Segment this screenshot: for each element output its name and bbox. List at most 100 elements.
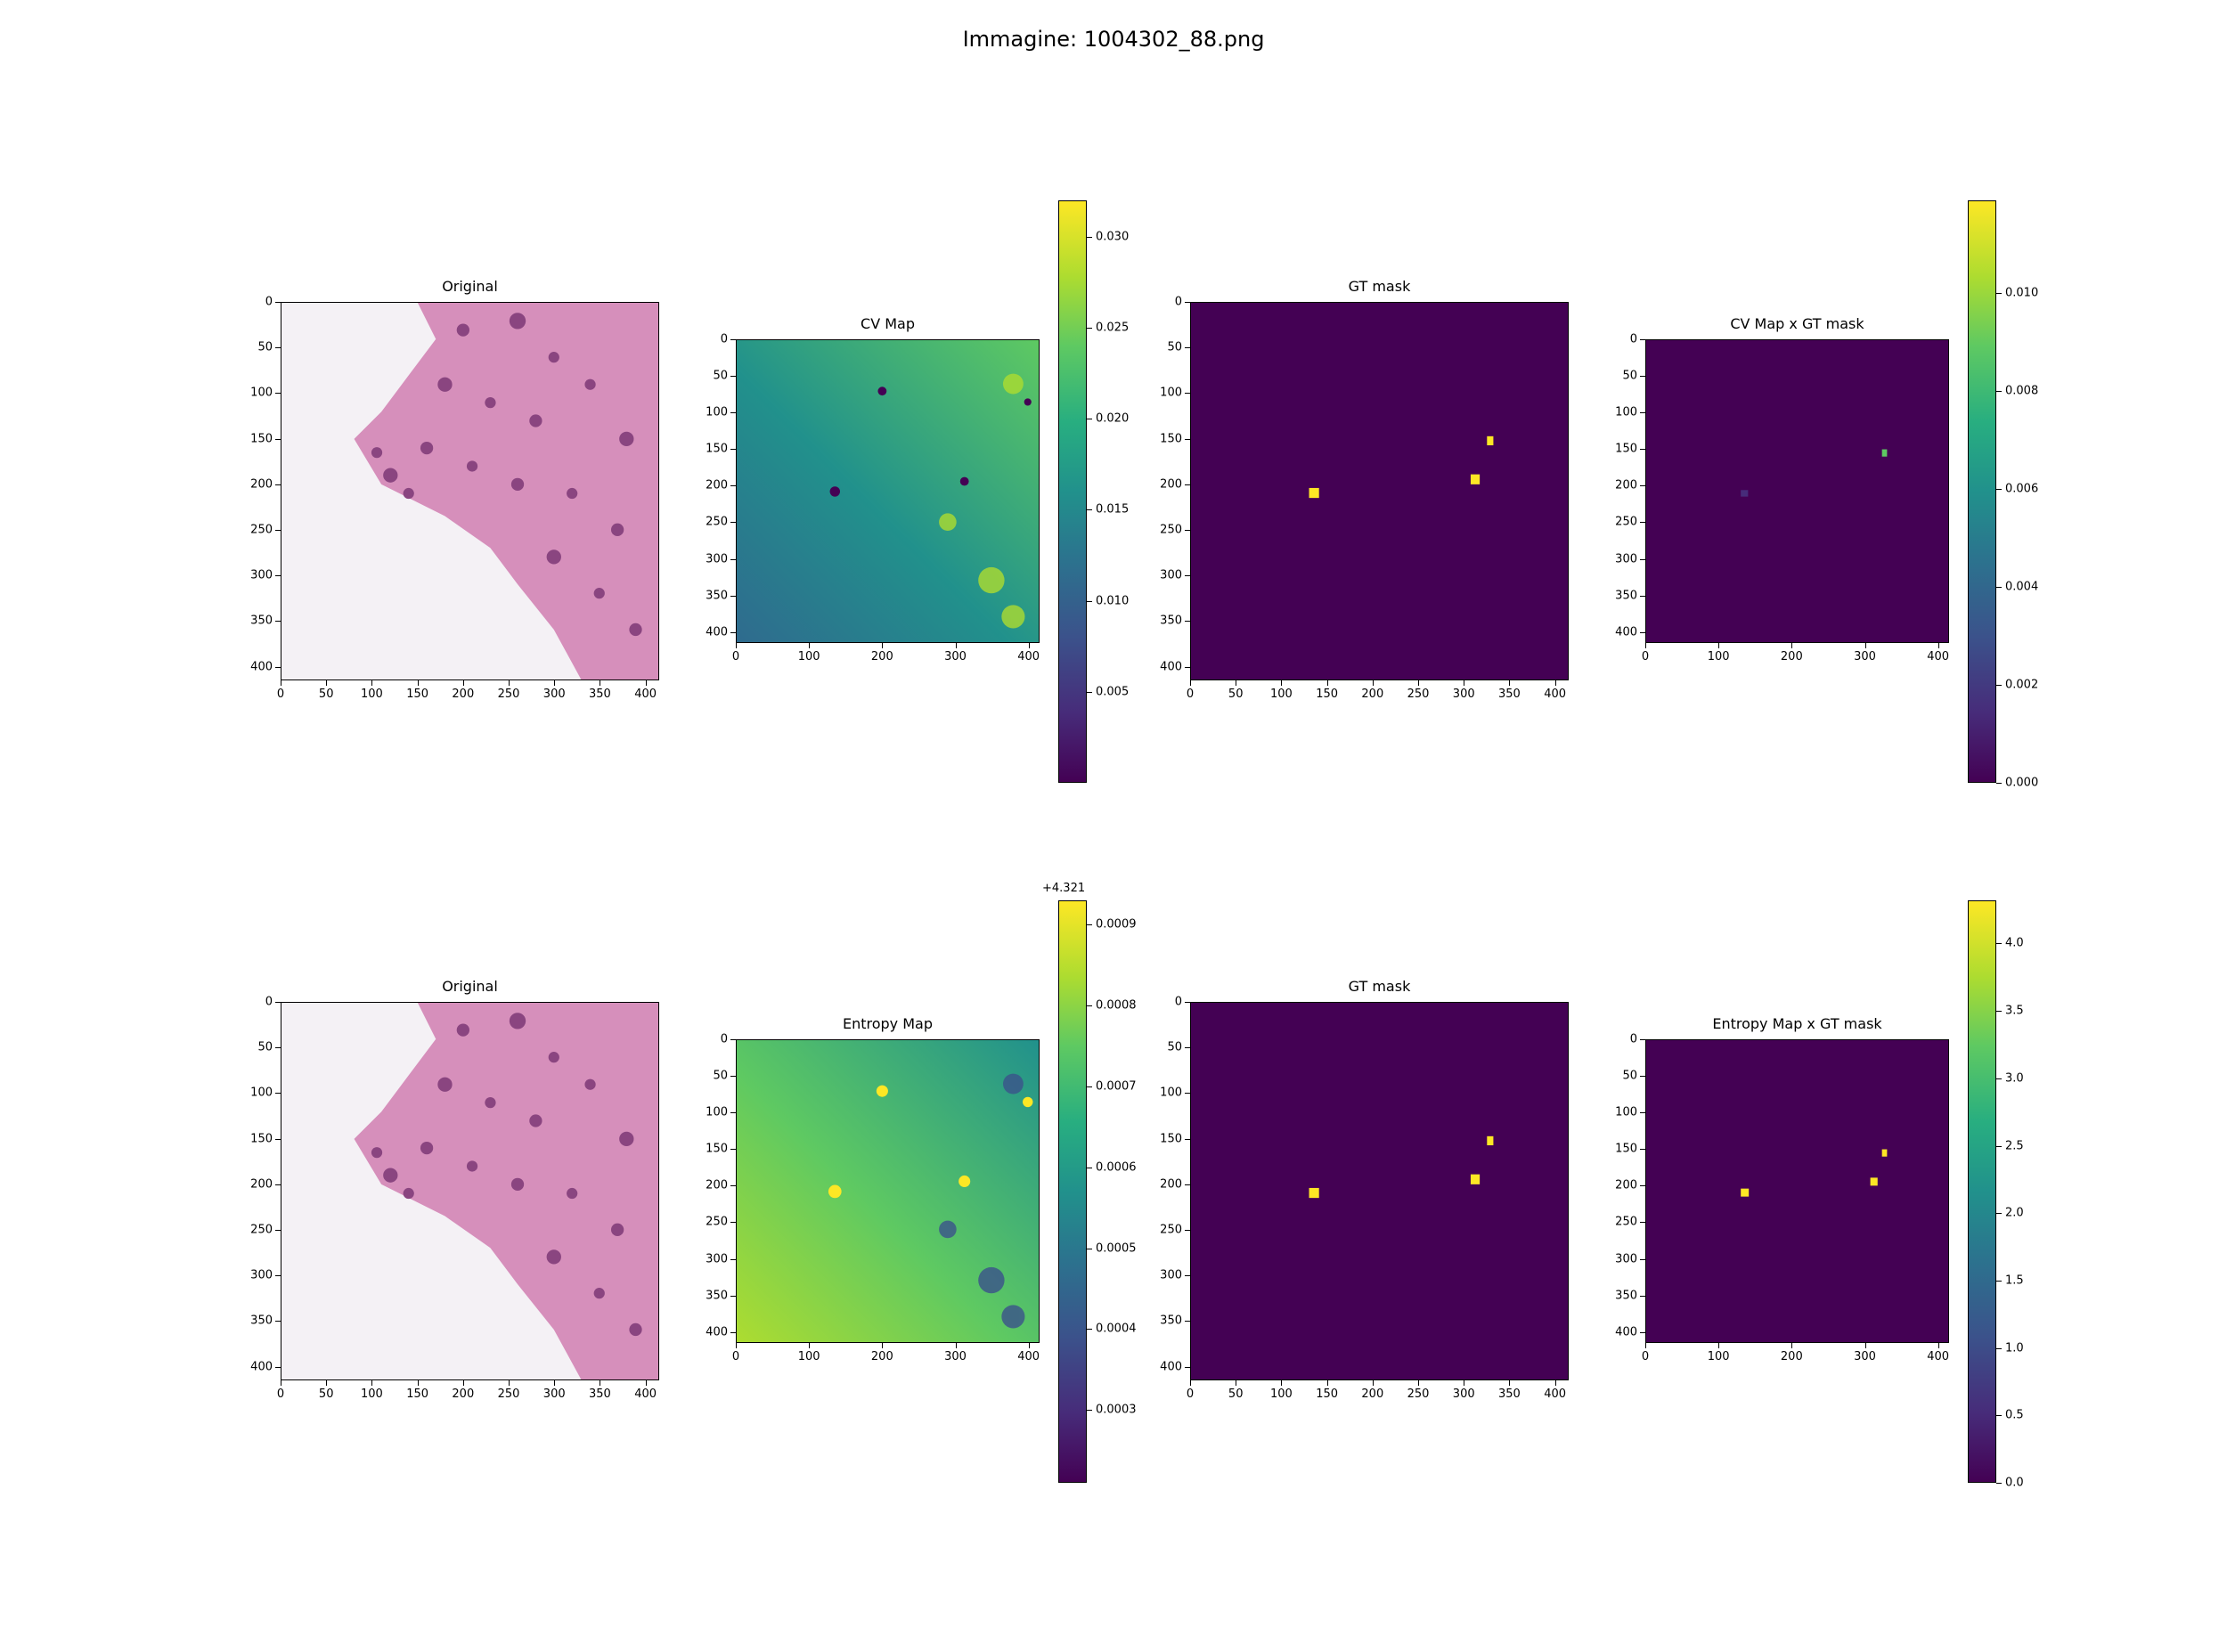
cv-map-image xyxy=(736,339,1040,643)
y-tick-label: 250 xyxy=(706,515,728,529)
x-tick-label: 200 xyxy=(870,650,893,663)
x-tick-label: 350 xyxy=(1498,1388,1521,1401)
y-tick-label: 150 xyxy=(1615,1142,1637,1156)
y-tick-mark xyxy=(1640,376,1645,378)
y-tick-label: 100 xyxy=(1160,386,1182,400)
y-tick-label: 200 xyxy=(1615,478,1637,492)
x-tick-label: 100 xyxy=(797,650,820,663)
y-tick-label: 250 xyxy=(250,1223,273,1237)
x-tick-mark xyxy=(1718,643,1720,648)
original-image xyxy=(281,302,659,680)
entropy-map-image xyxy=(736,1039,1040,1343)
x-tick-label: 50 xyxy=(318,1388,334,1401)
x-tick-mark xyxy=(1937,643,1939,648)
y-tick-mark xyxy=(730,1149,736,1151)
colorbar-tick-label: 0.0009 xyxy=(1096,917,1137,932)
colorbar-tick-label: 1.5 xyxy=(2005,1274,2024,1288)
y-tick-mark xyxy=(1185,1138,1190,1140)
y-tick-mark xyxy=(730,339,736,340)
y-tick-label: 200 xyxy=(706,478,728,492)
y-tick-mark xyxy=(1640,595,1645,597)
colorbar-tick-label: 3.5 xyxy=(2005,1004,2024,1018)
figure-title: Immagine: 1004302_88.png xyxy=(962,27,1265,52)
x-tick-mark xyxy=(326,1380,328,1386)
colorbar-tick-label: 4.0 xyxy=(2005,936,2024,950)
x-tick-label: 300 xyxy=(1854,1350,1876,1363)
colorbar-tick-label: 2.0 xyxy=(2005,1206,2024,1220)
y-tick-label: 100 xyxy=(1615,1105,1637,1119)
y-tick-mark xyxy=(1185,302,1190,303)
x-tick-mark xyxy=(1190,1380,1191,1386)
x-tick-label: 200 xyxy=(1361,688,1384,701)
colorbar-tick-label: 3.0 xyxy=(2005,1071,2024,1086)
y-tick-mark xyxy=(1640,522,1645,524)
x-tick-label: 300 xyxy=(944,650,967,663)
x-tick-mark xyxy=(1372,680,1374,686)
x-tick-label: 0 xyxy=(276,688,285,701)
y-tick-mark xyxy=(275,1138,281,1140)
y-tick-mark xyxy=(1185,438,1190,440)
x-tick-label: 0 xyxy=(1641,650,1650,663)
x-tick-mark xyxy=(509,1380,510,1386)
x-tick-label: 250 xyxy=(1407,1388,1430,1401)
y-tick-mark xyxy=(1640,1222,1645,1224)
y-tick-mark xyxy=(275,438,281,440)
y-tick-label: 250 xyxy=(1615,515,1637,529)
x-tick-label: 250 xyxy=(1407,688,1430,701)
y-tick-label: 200 xyxy=(1160,1177,1182,1192)
colorbar-tick-label: 0.0 xyxy=(2005,1476,2024,1490)
y-tick-label: 50 xyxy=(1167,1040,1182,1054)
x-tick-label: 50 xyxy=(1228,688,1244,701)
colorbar-tick-mark xyxy=(1996,1280,2002,1282)
colorbar-tick-label: 0.008 xyxy=(2005,384,2039,398)
colorbar-tick-mark xyxy=(1996,1011,2002,1013)
colorbar-tick-label: 0.006 xyxy=(2005,482,2039,496)
x-tick-label: 400 xyxy=(1927,650,1950,663)
y-tick-mark xyxy=(275,666,281,668)
x-tick-label: 0 xyxy=(1186,688,1195,701)
colorbar-tick-mark xyxy=(1996,783,2002,784)
y-tick-label: 50 xyxy=(713,1069,728,1083)
colorbar-tick-mark xyxy=(1996,943,2002,945)
y-tick-label: 100 xyxy=(1160,1086,1182,1100)
panel-title: GT mask xyxy=(1348,978,1411,995)
x-tick-label: 100 xyxy=(1707,650,1730,663)
y-tick-mark xyxy=(1640,1039,1645,1040)
y-tick-label: 200 xyxy=(1160,477,1182,492)
x-tick-label: 150 xyxy=(1316,688,1339,701)
y-tick-label: 150 xyxy=(250,1132,273,1146)
y-tick-label: 150 xyxy=(706,1142,728,1156)
x-tick-label: 200 xyxy=(1780,1350,1803,1363)
colorbar-tick-label: 1.0 xyxy=(2005,1341,2024,1355)
y-tick-mark xyxy=(275,302,281,303)
y-tick-mark xyxy=(1640,558,1645,560)
y-tick-mark xyxy=(275,1002,281,1003)
y-tick-label: 50 xyxy=(257,340,273,354)
y-tick-label: 100 xyxy=(1615,405,1637,419)
y-tick-mark xyxy=(275,1047,281,1049)
x-tick-label: 100 xyxy=(797,1350,820,1363)
original-image xyxy=(281,1002,659,1380)
y-tick-label: 350 xyxy=(250,614,273,628)
y-tick-label: 350 xyxy=(250,1314,273,1328)
y-tick-label: 200 xyxy=(706,1178,728,1192)
x-tick-label: 300 xyxy=(1452,688,1475,701)
y-tick-label: 300 xyxy=(1615,552,1637,566)
y-tick-mark xyxy=(1640,1076,1645,1078)
colorbar-tick-label: 0.015 xyxy=(1096,502,1130,517)
y-tick-label: 50 xyxy=(713,369,728,383)
y-tick-mark xyxy=(1185,1002,1190,1003)
x-tick-mark xyxy=(417,680,419,686)
x-tick-mark xyxy=(554,680,556,686)
y-tick-mark xyxy=(1185,1321,1190,1322)
entropy-colorbar-offset: +4.321 xyxy=(1042,882,1086,895)
original-panel: Original xyxy=(281,278,659,680)
original-panel: Original xyxy=(281,978,659,1380)
colorbar-tick-label: 0.5 xyxy=(2005,1408,2024,1422)
y-tick-mark xyxy=(1640,1185,1645,1187)
x-tick-label: 350 xyxy=(589,1388,611,1401)
y-tick-label: 0 xyxy=(265,295,273,309)
x-tick-label: 0 xyxy=(1186,1388,1195,1401)
panel-title: CV Map x GT mask xyxy=(1730,315,1864,332)
y-tick-label: 250 xyxy=(1160,523,1182,537)
